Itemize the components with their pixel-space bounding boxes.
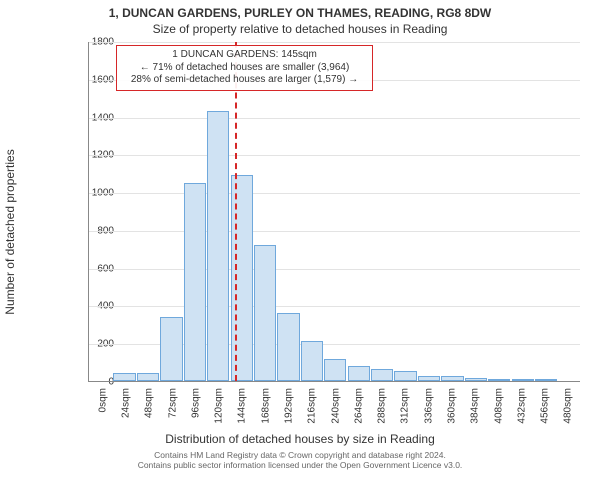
histogram-bar bbox=[418, 376, 440, 381]
histogram-bar bbox=[441, 376, 463, 381]
x-tick-label: 144sqm bbox=[237, 388, 248, 424]
histogram-bar bbox=[160, 317, 182, 381]
annotation-line3: 28% of semi-detached houses are larger (… bbox=[122, 74, 367, 87]
histogram-bar bbox=[207, 111, 229, 381]
x-tick-label: 288sqm bbox=[377, 388, 388, 424]
annotation-line1: 1 DUNCAN GARDENS: 145sqm bbox=[122, 49, 367, 62]
x-tick-label: 216sqm bbox=[307, 388, 318, 424]
histogram-bar bbox=[113, 373, 135, 382]
reference-line bbox=[235, 42, 237, 381]
x-tick-label: 384sqm bbox=[470, 388, 481, 424]
annotation-line2: ← 71% of detached houses are smaller (3,… bbox=[122, 62, 367, 75]
histogram-bar bbox=[301, 341, 323, 381]
x-tick-label: 0sqm bbox=[97, 388, 108, 412]
x-tick-label: 240sqm bbox=[330, 388, 341, 424]
x-tick-label: 264sqm bbox=[353, 388, 364, 424]
x-tick-label: 168sqm bbox=[260, 388, 271, 424]
histogram-bar bbox=[512, 379, 534, 381]
plot-area: 1 DUNCAN GARDENS: 145sqm ← 71% of detach… bbox=[88, 42, 580, 382]
histogram-bar bbox=[137, 373, 159, 382]
x-tick-label: 432sqm bbox=[516, 388, 527, 424]
footer-line2: Contains public sector information licen… bbox=[0, 460, 600, 470]
histogram-bar bbox=[371, 369, 393, 381]
x-tick-label: 192sqm bbox=[283, 388, 294, 424]
footer: Contains HM Land Registry data © Crown c… bbox=[0, 450, 600, 470]
x-axis-label: Distribution of detached houses by size … bbox=[0, 432, 600, 446]
annotation-box: 1 DUNCAN GARDENS: 145sqm ← 71% of detach… bbox=[116, 45, 373, 91]
x-tick-label: 312sqm bbox=[400, 388, 411, 424]
x-tick-label: 48sqm bbox=[144, 388, 155, 418]
histogram-bar bbox=[277, 313, 299, 381]
histogram-bar bbox=[394, 371, 416, 381]
y-axis-label: Number of detached properties bbox=[3, 149, 17, 314]
footer-line1: Contains HM Land Registry data © Crown c… bbox=[0, 450, 600, 460]
page-title: 1, DUNCAN GARDENS, PURLEY ON THAMES, REA… bbox=[0, 0, 600, 20]
histogram-bar bbox=[348, 366, 370, 381]
histogram-bar bbox=[535, 379, 557, 381]
bars-layer bbox=[89, 42, 580, 381]
histogram-bar bbox=[465, 378, 487, 381]
x-tick-label: 24sqm bbox=[120, 388, 131, 418]
x-tick-label: 360sqm bbox=[446, 388, 457, 424]
x-tick-label: 456sqm bbox=[540, 388, 551, 424]
x-tick-label: 120sqm bbox=[214, 388, 225, 424]
x-tick-label: 480sqm bbox=[563, 388, 574, 424]
x-tick-label: 96sqm bbox=[190, 388, 201, 418]
x-tick-labels: 0sqm 24sqm 48sqm 72sqm 96sqm 120sqm 144sqm 168s… bbox=[88, 384, 580, 422]
histogram-bar bbox=[184, 183, 206, 381]
x-tick-label: 336sqm bbox=[423, 388, 434, 424]
x-tick-label: 408sqm bbox=[493, 388, 504, 424]
histogram-bar bbox=[254, 245, 276, 381]
x-tick-label: 72sqm bbox=[167, 388, 178, 418]
histogram-bar bbox=[324, 359, 346, 381]
histogram-bar bbox=[488, 379, 510, 381]
chart-container: Number of detached properties 0200400600… bbox=[60, 42, 580, 422]
